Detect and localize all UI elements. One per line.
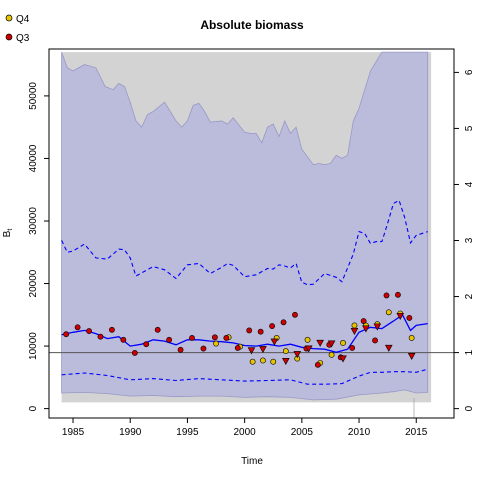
q3-point — [154, 326, 161, 333]
q3-point — [131, 350, 138, 356]
legend-q4-marker — [5, 14, 13, 22]
triangle-point — [304, 345, 313, 353]
x-tick-label: 1995 — [176, 427, 199, 438]
x-axis: 1985 1990 1995 2000 2005 2010 2015 — [62, 418, 428, 438]
q3-point — [200, 345, 207, 352]
y-tick-label: 10000 — [28, 332, 39, 360]
y-tick-label: 20000 — [28, 269, 39, 297]
triangle-point — [270, 338, 279, 346]
y2-tick-label: 0 — [464, 405, 475, 411]
y-axis: 0 10000 20000 30000 40000 50000 — [28, 82, 49, 411]
x-tick-label: 1985 — [62, 427, 85, 438]
q3-point — [166, 336, 173, 343]
data-points — [63, 291, 416, 368]
q3-point — [257, 328, 264, 335]
q4-point — [351, 322, 358, 329]
triangle-point — [316, 339, 324, 347]
y-tick-label: 50000 — [28, 82, 39, 110]
legend: Q4 Q3 — [5, 14, 30, 44]
chart-title: Absolute biomass — [200, 18, 304, 32]
q4-point — [340, 340, 346, 346]
y-tick-label: 30000 — [28, 207, 39, 235]
y-tick-label: 40000 — [28, 144, 39, 172]
y2-tick-label: 4 — [464, 181, 475, 187]
q3-point — [109, 326, 115, 333]
q3-point — [97, 333, 104, 340]
x-tick-label: 1990 — [119, 427, 142, 438]
triangle-point — [396, 312, 405, 320]
triangle-point — [407, 352, 416, 361]
q4-point — [249, 358, 256, 365]
q4-point — [270, 358, 277, 365]
y2-tick-label: 3 — [464, 237, 475, 243]
triangle-point — [327, 340, 336, 348]
q3-point — [372, 337, 378, 344]
q3-point — [234, 345, 241, 351]
triangle-point — [362, 325, 370, 333]
q3-point — [292, 311, 298, 318]
y-tick-label: 0 — [28, 405, 39, 411]
y2-axis: 0 1 2 3 4 5 6 — [454, 69, 475, 411]
ci-lower-line — [61, 368, 428, 385]
plot-region — [49, 51, 454, 418]
x-tick-label: 2015 — [405, 427, 428, 438]
triangle-point — [282, 357, 290, 366]
x-tick-label: 2010 — [348, 427, 371, 438]
x-tick-label: 2000 — [234, 427, 257, 438]
q4-point — [260, 357, 266, 364]
q3-point — [360, 318, 367, 324]
q3-point — [246, 327, 253, 334]
q3-point — [177, 346, 184, 353]
triangle-point — [350, 327, 359, 335]
q3-point — [280, 319, 287, 326]
q3-point — [406, 315, 413, 321]
q3-point — [269, 323, 275, 329]
y-axis-label: Bt — [2, 229, 14, 238]
x-axis-label: Time — [241, 456, 263, 467]
q4-point — [328, 351, 335, 358]
q3-point — [395, 291, 401, 298]
y2-tick-label: 5 — [464, 125, 475, 131]
q3-point — [383, 292, 390, 299]
q4-point — [304, 336, 311, 343]
q4-point — [408, 335, 415, 341]
q4-point — [385, 309, 392, 316]
legend-q3-marker — [5, 33, 13, 41]
y2-tick-label: 2 — [464, 293, 475, 299]
q3-point — [349, 345, 356, 351]
inner-band — [61, 51, 429, 401]
triangle-point — [384, 344, 393, 352]
q3-point — [120, 336, 127, 343]
q3-point — [314, 361, 321, 368]
q4-point — [213, 340, 219, 347]
q3-point — [189, 335, 195, 341]
q3-point — [223, 335, 230, 341]
q3-point — [211, 334, 218, 341]
triangle-point — [373, 323, 382, 331]
q3-point — [74, 324, 81, 331]
q3-point — [143, 341, 150, 348]
q3-point — [63, 331, 70, 338]
q4-point — [282, 348, 289, 354]
y2-tick-label: 1 — [464, 349, 475, 355]
plot-frame — [48, 48, 455, 419]
y2-tick-label: 6 — [464, 69, 475, 75]
triangle-point — [293, 351, 302, 359]
x-tick-label: 2005 — [291, 427, 314, 438]
triangle-point — [247, 347, 256, 355]
ci-upper-line — [61, 199, 428, 286]
legend-q4-label: Q4 — [16, 14, 30, 25]
triangle-point — [339, 355, 347, 363]
triangle-point — [259, 346, 267, 354]
legend-q3-label: Q3 — [16, 33, 30, 44]
q3-point — [86, 328, 92, 334]
